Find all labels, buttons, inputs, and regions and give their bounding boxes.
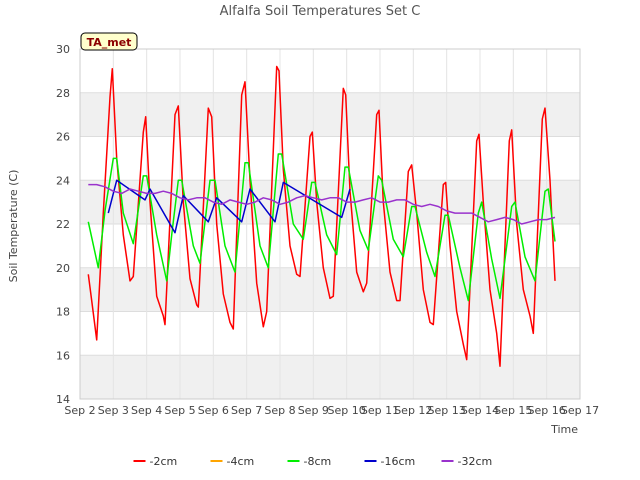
annotation-label: TA_met (87, 36, 132, 49)
x-tick-label: Sep 16 (528, 404, 566, 417)
x-tick-label: Sep 17 (561, 404, 599, 417)
plot-band (80, 267, 580, 312)
chart-title: Alfalfa Soil Temperatures Set C (220, 4, 421, 19)
x-tick-label: Sep 14 (461, 404, 499, 417)
x-tick-label: Sep 5 (164, 404, 195, 417)
legend-label: -16cm (381, 455, 416, 468)
annotation-box: TA_met (80, 32, 138, 51)
legend: -2cm -4cm -8cm -16cm -32cm (133, 455, 493, 468)
series-line-32cm (88, 183, 556, 225)
x-tick-label: Sep 13 (428, 404, 466, 417)
plot-frame (79, 48, 581, 400)
x-tick-label: Sep 8 (264, 404, 295, 417)
x-tick-label: Sep 11 (361, 404, 399, 417)
x-tick-label: Sep 4 (131, 404, 162, 417)
legend-label: -2cm (150, 455, 178, 468)
series-lines (87, 65, 556, 367)
x-tick-label: Sep 12 (394, 404, 432, 417)
y-tick-label: 14 (56, 393, 70, 406)
legend-label: -8cm (304, 455, 332, 468)
annotation-box-background (80, 32, 138, 51)
y-tick-label: 26 (56, 131, 70, 144)
x-tick-label: Sep 2 (64, 404, 95, 417)
y-tick-label: 16 (56, 349, 70, 362)
plot-band (80, 92, 580, 137)
plot-band (80, 180, 580, 224)
legend-label: -32cm (458, 455, 493, 468)
y-axis-label: Soil Temperature (C) (7, 170, 20, 283)
y-axis-ticks: 14 16 18 20 22 24 26 28 30 (56, 43, 70, 406)
y-tick-label: 30 (56, 43, 70, 56)
x-tick-label: Sep 3 (98, 404, 129, 417)
plot-band (80, 355, 580, 399)
series-line-8cm (87, 153, 556, 302)
y-tick-label: 22 (56, 218, 70, 231)
x-tick-label: Sep 15 (494, 404, 532, 417)
y-tick-label: 24 (56, 174, 70, 187)
x-tick-label: Sep 9 (298, 404, 329, 417)
x-axis-label: Time (550, 423, 578, 436)
y-tick-label: 28 (56, 87, 70, 100)
series-line-2cm (87, 65, 556, 367)
y-tick-label: 20 (56, 262, 70, 275)
x-tick-label: Sep 10 (328, 404, 366, 417)
x-tick-label: Sep 6 (198, 404, 229, 417)
legend-label: -4cm (227, 455, 255, 468)
x-tick-label: Sep 7 (231, 404, 262, 417)
x-axis-ticks: Sep 2 Sep 3 Sep 4 Sep 5 Sep 6 Sep 7 Sep 8 Sep 9… (64, 404, 599, 417)
y-tick-label: 18 (56, 306, 70, 319)
series-line-16cm (107, 179, 351, 234)
